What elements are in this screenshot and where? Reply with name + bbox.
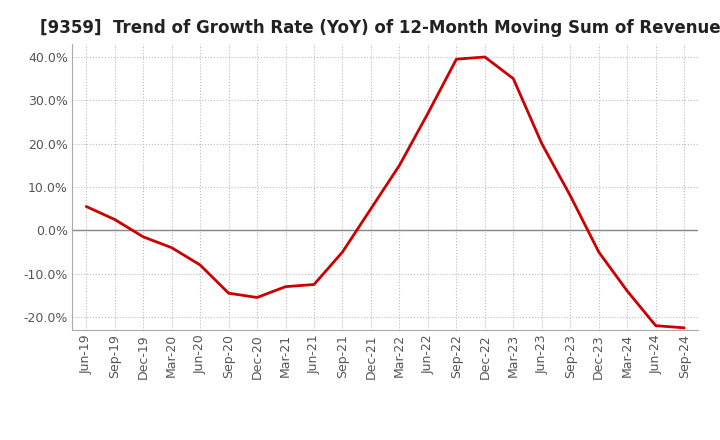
Title: [9359]  Trend of Growth Rate (YoY) of 12-Month Moving Sum of Revenues: [9359] Trend of Growth Rate (YoY) of 12-… [40, 19, 720, 37]
